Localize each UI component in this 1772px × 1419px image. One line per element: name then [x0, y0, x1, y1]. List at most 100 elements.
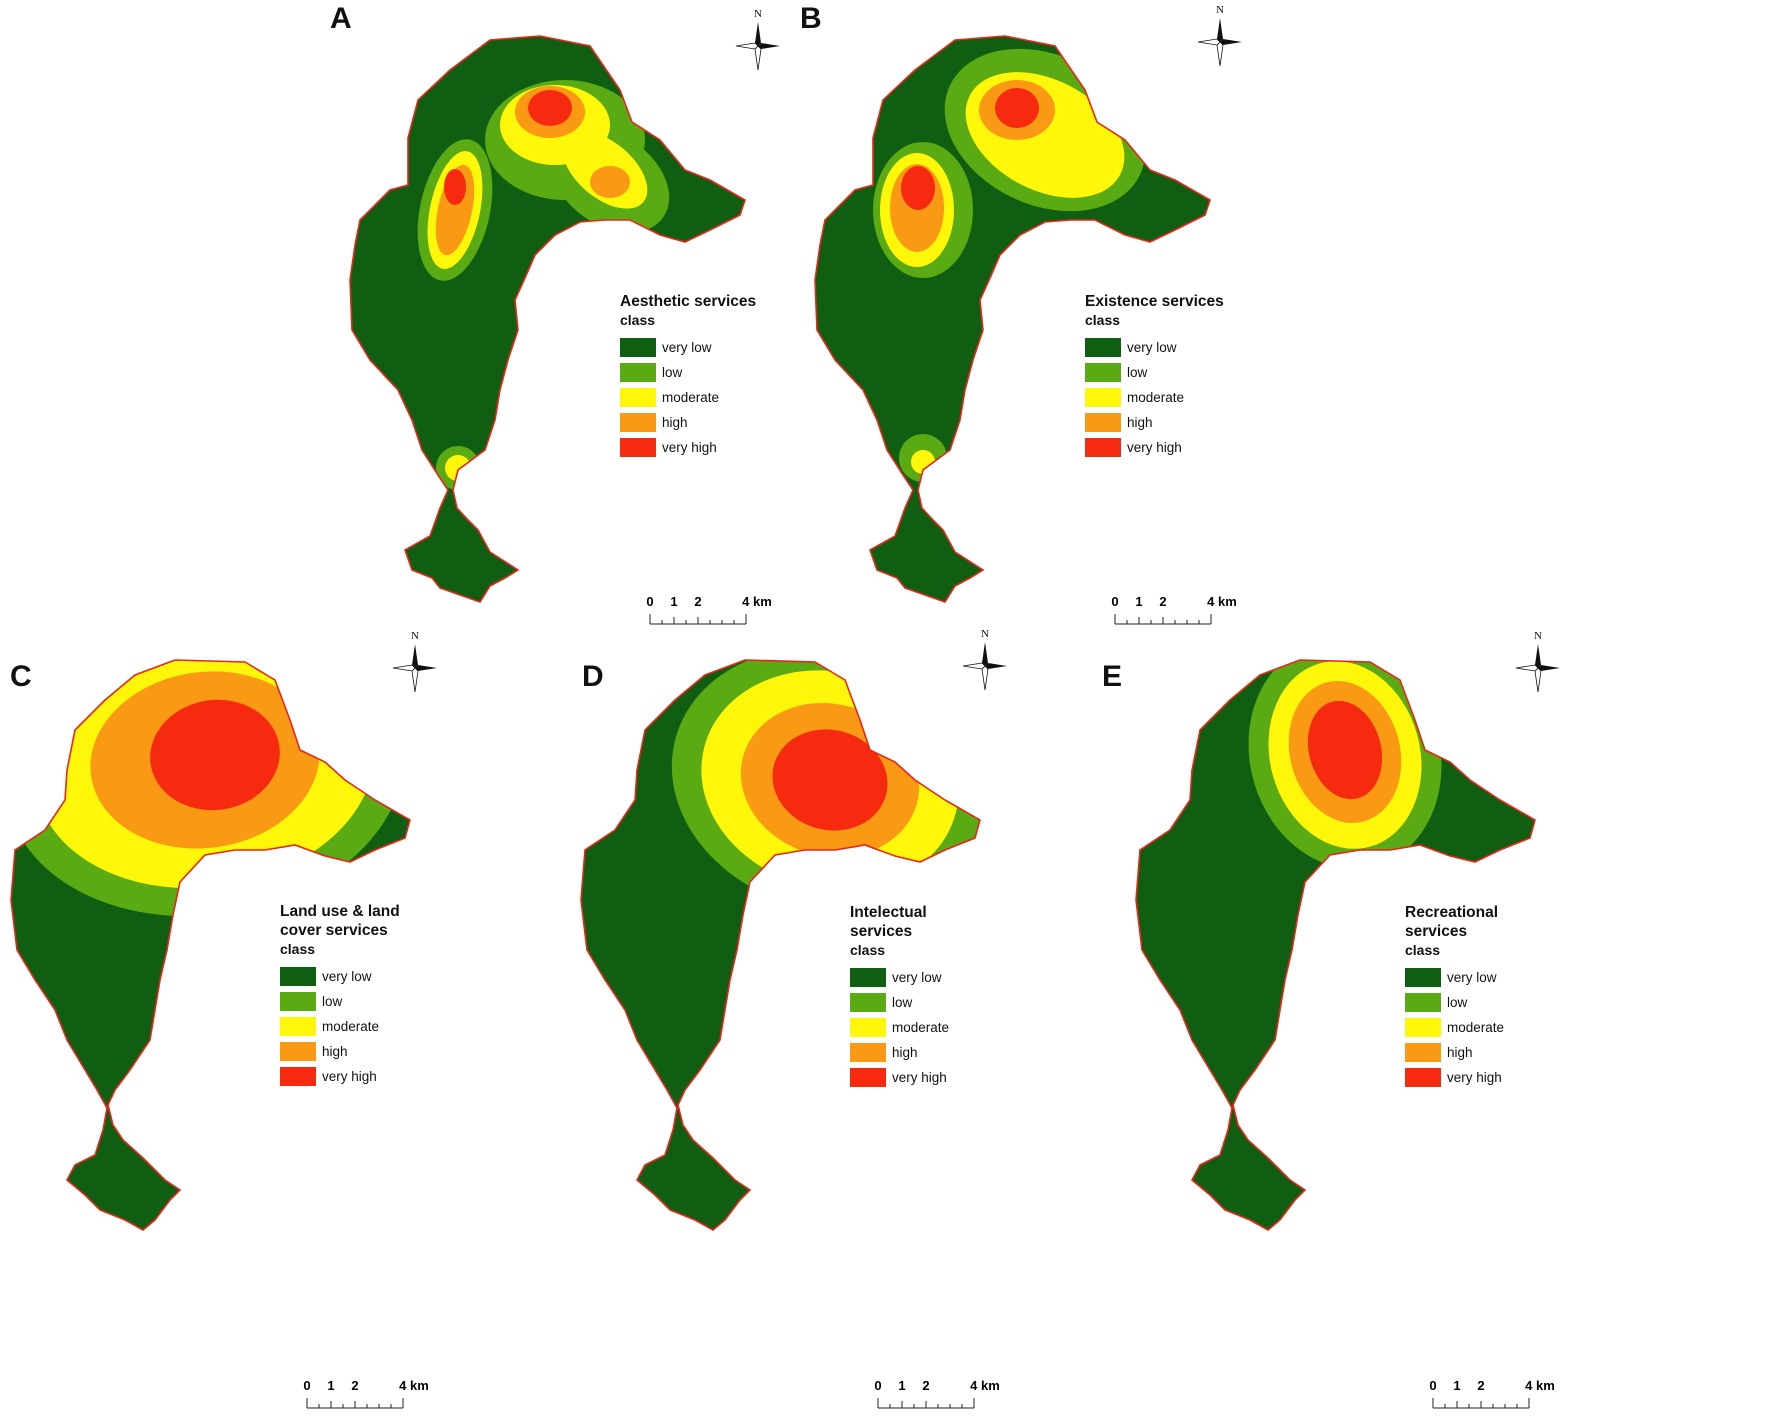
- swatch-very-high: [850, 1068, 886, 1087]
- swatch-moderate: [1405, 1018, 1441, 1037]
- scale-tick-label: 1: [898, 1378, 906, 1393]
- panel-letter: D: [582, 660, 604, 693]
- map-recreational-services: [1135, 659, 1536, 1231]
- north-arrow: N: [385, 630, 445, 700]
- class-area-high: [590, 166, 630, 198]
- region-outline: [580, 659, 981, 1231]
- legend-item: low: [620, 360, 756, 385]
- legend-item: very high: [850, 1065, 949, 1090]
- legend-item: very high: [620, 435, 756, 460]
- legend: Aesthetic services class very low low mo…: [620, 292, 756, 460]
- scale-tick-label: 2: [694, 594, 702, 609]
- legend-label: low: [1127, 365, 1148, 380]
- swatch-low: [620, 363, 656, 382]
- swatch-moderate: [280, 1017, 316, 1036]
- legend-item: very low: [280, 964, 400, 989]
- legend-label: very low: [892, 970, 942, 985]
- legend-label: low: [1447, 995, 1468, 1010]
- scale-tick-label: 4 km: [399, 1378, 429, 1393]
- scale-tick-label: 4 km: [1525, 1378, 1555, 1393]
- scale-tick-label: 1: [1135, 594, 1143, 609]
- scale-tick-label: 4 km: [970, 1378, 1000, 1393]
- legend-label: very high: [322, 1069, 377, 1084]
- legend-item: very low: [1085, 335, 1224, 360]
- legend-label: very low: [322, 969, 372, 984]
- legend-item: high: [850, 1040, 949, 1065]
- legend-label: low: [662, 365, 683, 380]
- swatch-very-low: [1085, 338, 1121, 357]
- legend-item: very low: [1405, 965, 1504, 990]
- north-label: N: [754, 8, 762, 20]
- legend: Intelectual services class very low low …: [850, 903, 949, 1090]
- legend-item: moderate: [280, 1014, 400, 1039]
- north-label: N: [1534, 630, 1542, 642]
- legend-item: moderate: [620, 385, 756, 410]
- legend-label: very low: [662, 340, 712, 355]
- panel-letter: A: [330, 2, 352, 35]
- scale-tick-label: 1: [670, 594, 678, 609]
- north-arrow: N: [1508, 630, 1568, 700]
- swatch-low: [850, 993, 886, 1012]
- legend-label: high: [322, 1044, 348, 1059]
- legend-label: high: [1447, 1045, 1473, 1060]
- legend-item: high: [1405, 1040, 1504, 1065]
- swatch-very-low: [850, 968, 886, 987]
- scale-tick-label: 4 km: [742, 594, 772, 609]
- legend-label: very high: [1447, 1070, 1502, 1085]
- scale-bar: 0 1 2 4 km: [873, 1378, 1000, 1412]
- scale-bar: 0 1 2 4 km: [1110, 594, 1237, 628]
- scale-tick-label: 0: [646, 594, 654, 609]
- swatch-moderate: [620, 388, 656, 407]
- legend-label: high: [662, 415, 688, 430]
- legend: Recreational services class very low low…: [1405, 903, 1504, 1090]
- legend-label: moderate: [1127, 390, 1185, 405]
- legend-item: very low: [620, 335, 756, 360]
- legend-item: moderate: [1085, 385, 1224, 410]
- swatch-very-low: [620, 338, 656, 357]
- legend-class-heading: class: [850, 942, 886, 958]
- scale-tick-label: 0: [874, 1378, 882, 1393]
- class-area-very-high: [995, 88, 1039, 128]
- legend-label: moderate: [662, 390, 720, 405]
- scale-bar: 0 1 2 4 km: [302, 1378, 429, 1412]
- legend: Land use & land cover services class ver…: [280, 902, 400, 1089]
- map-land-use-land-cover-services: [10, 659, 411, 1231]
- legend: Existence services class very low low mo…: [1085, 292, 1224, 460]
- class-area-very-high: [444, 169, 466, 205]
- legend-class-heading: class: [1085, 312, 1121, 328]
- legend-label: moderate: [1447, 1020, 1505, 1035]
- north-arrow: N: [1190, 4, 1250, 74]
- legend-label: very high: [662, 440, 717, 455]
- legend-title: Existence services: [1085, 293, 1224, 310]
- map-existence-services: [814, 35, 1211, 603]
- legend-item: high: [280, 1039, 400, 1064]
- scale-tick-label: 4 km: [1207, 594, 1237, 609]
- class-area-moderate: [445, 455, 471, 481]
- legend-label: high: [892, 1045, 918, 1060]
- legend-label: very high: [1127, 440, 1182, 455]
- legend-label: very low: [1447, 970, 1497, 985]
- legend-label: moderate: [892, 1020, 950, 1035]
- swatch-high: [1405, 1043, 1441, 1062]
- swatch-moderate: [850, 1018, 886, 1037]
- class-area-very-high: [150, 699, 280, 811]
- legend-item: low: [850, 990, 949, 1015]
- scale-tick-label: 1: [1453, 1378, 1461, 1393]
- region-outline: [349, 35, 746, 603]
- swatch-high: [850, 1043, 886, 1062]
- legend-title: Recreational services: [1405, 904, 1499, 940]
- legend-item: moderate: [1405, 1015, 1504, 1040]
- map-aesthetic-services: [349, 35, 746, 603]
- swatch-very-high: [1085, 438, 1121, 457]
- scale-tick-label: 1: [327, 1378, 335, 1393]
- region-outline: [1135, 659, 1536, 1231]
- region-outline: [10, 659, 411, 1231]
- legend-class-heading: class: [620, 312, 656, 328]
- legend-class-heading: class: [1405, 942, 1441, 958]
- panel-letter: B: [800, 2, 822, 35]
- map-intelectual-services: [580, 659, 981, 1231]
- swatch-high: [1085, 413, 1121, 432]
- swatch-very-high: [1405, 1068, 1441, 1087]
- north-label: N: [1216, 4, 1224, 16]
- class-area-very-high: [528, 90, 572, 126]
